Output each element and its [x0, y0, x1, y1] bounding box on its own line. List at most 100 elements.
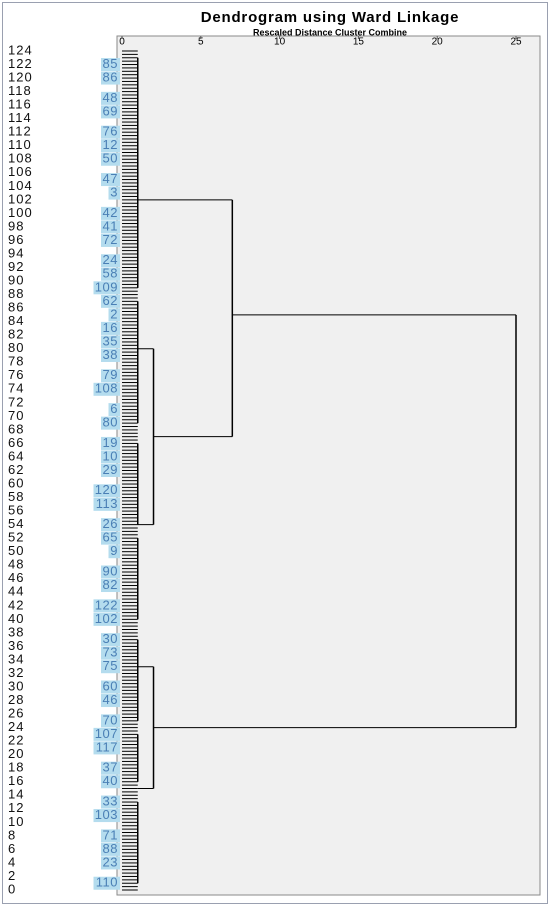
leaf-label-bg	[101, 531, 120, 545]
leaf-label-bg	[101, 565, 120, 579]
leaf-label-bg	[101, 714, 120, 728]
leaf-label: 16	[103, 320, 118, 335]
y-tick-label: 0	[8, 881, 16, 896]
leaf-label: 113	[96, 496, 118, 511]
leaf-label-bg	[101, 267, 120, 281]
leaf-label-bg	[101, 775, 120, 789]
leaf-label: 41	[103, 218, 118, 233]
leaf-label: 88	[103, 841, 118, 856]
leaf-label-bg	[101, 842, 120, 856]
leaf-label-bg	[101, 694, 120, 708]
leaf-label-bg	[101, 660, 120, 674]
leaf-label-bg	[101, 680, 120, 694]
leaf-label-bg	[101, 139, 120, 153]
y-tick-label: 30	[8, 678, 24, 693]
x-tick-label: 20	[432, 37, 444, 48]
leaf-label-bg	[108, 186, 120, 200]
y-tick-label: 2	[8, 868, 16, 883]
leaf-label: 2	[110, 306, 118, 321]
y-tick-label: 86	[8, 300, 24, 315]
leaf-label-bg	[93, 741, 120, 755]
leaf-label: 85	[103, 56, 118, 71]
y-tick-label: 12	[8, 800, 24, 815]
leaf-label: 109	[95, 279, 118, 294]
y-tick-label: 78	[8, 354, 24, 369]
leaf-label: 10	[103, 448, 118, 463]
y-tick-label: 82	[8, 327, 24, 342]
leaf-label: 24	[103, 252, 118, 267]
leaf-label-bg	[101, 579, 120, 593]
x-tick-label: 10	[274, 37, 286, 48]
leaf-label: 120	[95, 482, 118, 497]
leaf-label: 33	[103, 793, 118, 808]
leaf-label-bg	[101, 416, 120, 430]
y-tick-label: 6	[8, 841, 16, 856]
leaf-label: 6	[110, 401, 118, 416]
dendrogram: 0 5 10 15 20 25124122120118116114112110108106…	[8, 36, 522, 896]
leaf-label: 40	[103, 773, 118, 788]
leaf-label: 71	[103, 827, 118, 842]
leaf-label-bg	[101, 71, 120, 85]
leaf-label-bg	[101, 856, 120, 870]
leaf-label: 30	[103, 631, 118, 646]
leaf-label-bg	[93, 599, 120, 613]
y-tick-label: 34	[8, 651, 24, 666]
leaf-label: 62	[103, 293, 118, 308]
y-tick-label: 116	[8, 97, 32, 112]
y-tick-label: 98	[8, 218, 24, 233]
leaf-label-bg	[101, 321, 120, 335]
leaf-label-bg	[101, 152, 120, 166]
y-tick-label: 56	[8, 503, 24, 518]
leaf-label: 72	[103, 232, 118, 247]
leaf-label: 26	[103, 516, 118, 531]
y-tick-label: 88	[8, 286, 24, 301]
leaf-label-bg	[108, 308, 120, 322]
leaf-label: 73	[103, 645, 118, 660]
leaf-label: 60	[103, 678, 118, 693]
leaf-label: 48	[103, 90, 118, 105]
y-tick-label: 48	[8, 557, 24, 572]
leaf-label: 46	[103, 692, 118, 707]
leaf-label: 117	[96, 739, 118, 754]
x-tick-label: 15	[353, 37, 365, 48]
leaf-label: 108	[95, 381, 118, 396]
leaf-label: 76	[103, 124, 118, 139]
y-tick-label: 90	[8, 272, 24, 287]
y-tick-label: 40	[8, 611, 24, 626]
leaf-label-bg	[101, 795, 120, 809]
leaf-label: 102	[95, 611, 118, 626]
leaf-label: 75	[103, 658, 118, 673]
leaf-label: 110	[96, 875, 118, 890]
y-tick-label: 24	[8, 719, 24, 734]
leaf-label: 86	[103, 70, 118, 85]
leaf-label-bg	[101, 173, 120, 187]
y-tick-label: 28	[8, 692, 24, 707]
leaf-label: 19	[103, 435, 118, 450]
leaf-label: 58	[103, 266, 118, 281]
y-tick-label: 92	[8, 259, 24, 274]
leaf-label: 69	[103, 103, 118, 118]
y-tick-label: 74	[8, 381, 24, 396]
y-tick-label: 26	[8, 706, 24, 721]
leaf-label: 65	[103, 530, 118, 545]
y-tick-label: 8	[8, 827, 16, 842]
y-tick-label: 60	[8, 475, 24, 490]
y-tick-label: 36	[8, 638, 24, 653]
y-tick-label: 22	[8, 733, 24, 748]
y-tick-label: 102	[8, 191, 33, 206]
y-tick-label: 64	[8, 448, 24, 463]
leaf-label-bg	[101, 369, 120, 383]
leaf-label-bg	[101, 761, 120, 775]
leaf-label-bg	[93, 876, 120, 890]
leaf-label-bg	[101, 436, 120, 450]
leaf-label-bg	[93, 809, 120, 823]
x-tick-label: 0	[119, 37, 125, 48]
y-tick-label: 4	[8, 854, 16, 869]
leaf-label-bg	[101, 206, 120, 220]
y-tick-label: 122	[8, 56, 33, 71]
leaf-label: 29	[103, 462, 118, 477]
y-tick-label: 54	[8, 516, 24, 531]
y-tick-label: 20	[8, 746, 24, 761]
y-tick-label: 76	[8, 367, 24, 382]
